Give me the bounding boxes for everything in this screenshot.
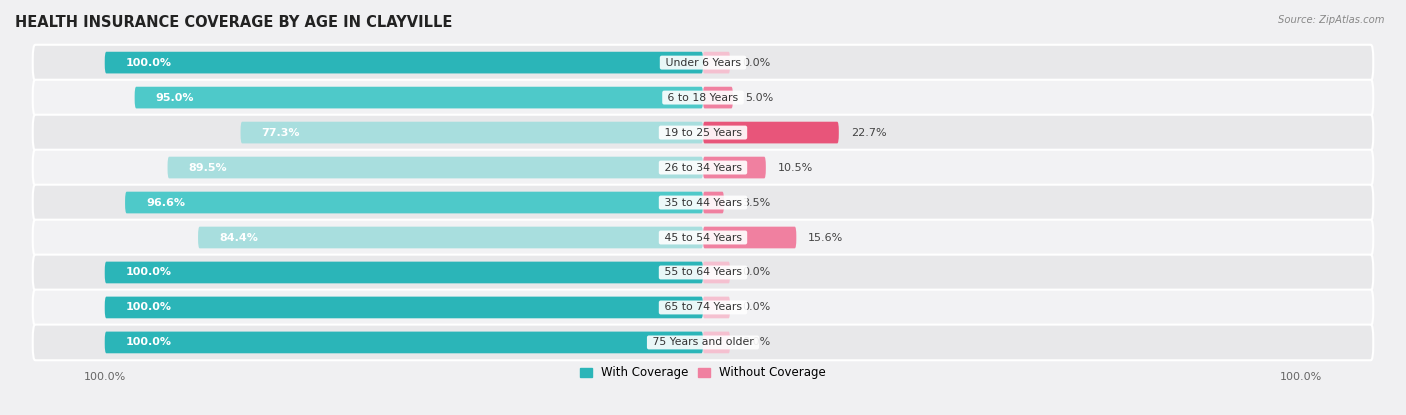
Text: Source: ZipAtlas.com: Source: ZipAtlas.com — [1278, 15, 1385, 24]
Text: 6 to 18 Years: 6 to 18 Years — [664, 93, 742, 103]
Text: 0.0%: 0.0% — [742, 337, 770, 347]
FancyBboxPatch shape — [703, 192, 724, 213]
FancyBboxPatch shape — [32, 115, 1374, 150]
Text: 75 Years and older: 75 Years and older — [650, 337, 756, 347]
FancyBboxPatch shape — [240, 122, 703, 144]
FancyBboxPatch shape — [703, 297, 730, 318]
FancyBboxPatch shape — [32, 45, 1374, 81]
FancyBboxPatch shape — [32, 185, 1374, 220]
Text: 0.0%: 0.0% — [742, 268, 770, 278]
Text: 55 to 64 Years: 55 to 64 Years — [661, 268, 745, 278]
FancyBboxPatch shape — [703, 332, 730, 353]
Text: 45 to 54 Years: 45 to 54 Years — [661, 232, 745, 242]
Text: HEALTH INSURANCE COVERAGE BY AGE IN CLAYVILLE: HEALTH INSURANCE COVERAGE BY AGE IN CLAY… — [15, 15, 453, 30]
Text: 77.3%: 77.3% — [262, 127, 299, 137]
FancyBboxPatch shape — [32, 255, 1374, 290]
FancyBboxPatch shape — [703, 157, 766, 178]
Text: 95.0%: 95.0% — [156, 93, 194, 103]
FancyBboxPatch shape — [104, 332, 703, 353]
Text: 0.0%: 0.0% — [742, 58, 770, 68]
FancyBboxPatch shape — [104, 297, 703, 318]
Text: Under 6 Years: Under 6 Years — [662, 58, 744, 68]
FancyBboxPatch shape — [703, 227, 796, 248]
FancyBboxPatch shape — [104, 261, 703, 283]
Text: 100.0%: 100.0% — [125, 337, 172, 347]
FancyBboxPatch shape — [32, 80, 1374, 115]
FancyBboxPatch shape — [167, 157, 703, 178]
FancyBboxPatch shape — [32, 150, 1374, 186]
Text: 10.5%: 10.5% — [778, 163, 813, 173]
Text: 22.7%: 22.7% — [851, 127, 886, 137]
FancyBboxPatch shape — [703, 52, 730, 73]
Text: 0.0%: 0.0% — [742, 303, 770, 312]
FancyBboxPatch shape — [703, 87, 733, 108]
Text: 84.4%: 84.4% — [219, 232, 257, 242]
FancyBboxPatch shape — [32, 220, 1374, 255]
Text: 100.0%: 100.0% — [125, 303, 172, 312]
FancyBboxPatch shape — [198, 227, 703, 248]
Text: 96.6%: 96.6% — [146, 198, 186, 208]
Text: 26 to 34 Years: 26 to 34 Years — [661, 163, 745, 173]
Text: 19 to 25 Years: 19 to 25 Years — [661, 127, 745, 137]
FancyBboxPatch shape — [32, 325, 1374, 360]
Text: 89.5%: 89.5% — [188, 163, 228, 173]
FancyBboxPatch shape — [703, 261, 730, 283]
FancyBboxPatch shape — [104, 52, 703, 73]
Text: 15.6%: 15.6% — [808, 232, 844, 242]
Legend: With Coverage, Without Coverage: With Coverage, Without Coverage — [575, 361, 831, 384]
FancyBboxPatch shape — [135, 87, 703, 108]
FancyBboxPatch shape — [703, 122, 839, 144]
FancyBboxPatch shape — [32, 290, 1374, 325]
Text: 100.0%: 100.0% — [125, 268, 172, 278]
Text: 100.0%: 100.0% — [125, 58, 172, 68]
Text: 5.0%: 5.0% — [745, 93, 773, 103]
Text: 3.5%: 3.5% — [742, 198, 770, 208]
Text: 65 to 74 Years: 65 to 74 Years — [661, 303, 745, 312]
FancyBboxPatch shape — [125, 192, 703, 213]
Text: 35 to 44 Years: 35 to 44 Years — [661, 198, 745, 208]
